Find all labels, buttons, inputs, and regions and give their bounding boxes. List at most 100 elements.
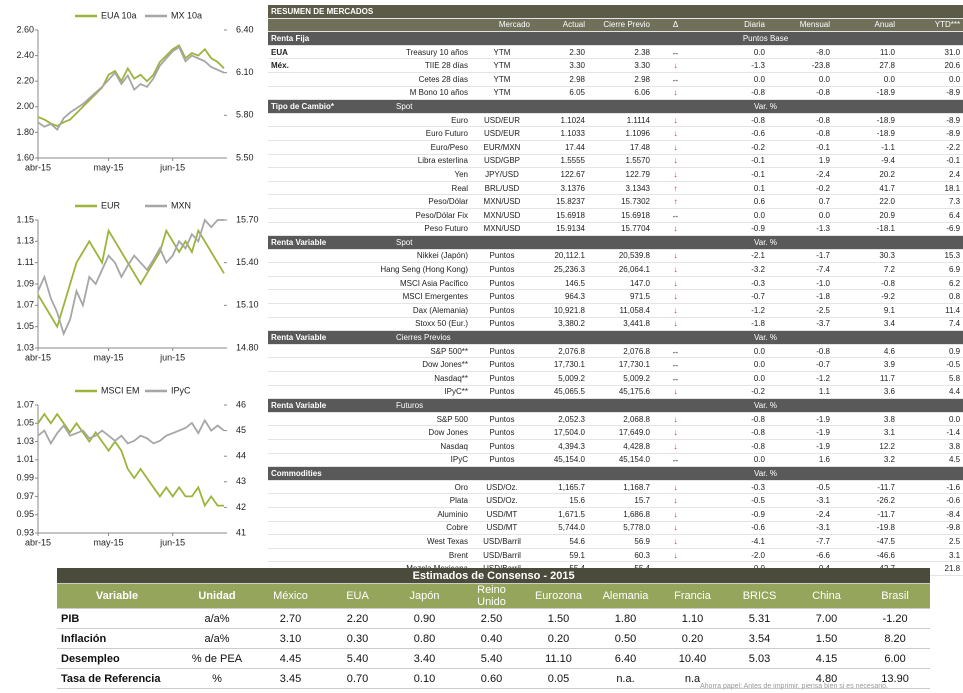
data-row: Aluminio USD/MT 1,671.5 1,686.8 ↓ -0.9 -2.4 -11… bbox=[268, 507, 963, 522]
y2-tick-label: 15.40 bbox=[236, 257, 259, 267]
cell: 3.30 bbox=[588, 58, 653, 73]
x-tick-label: may-15 bbox=[94, 352, 124, 362]
cell bbox=[268, 357, 326, 373]
cell: 6.05 bbox=[533, 86, 588, 101]
cell: 4.15 bbox=[793, 648, 860, 669]
cell: Plata bbox=[326, 493, 471, 508]
cell bbox=[268, 480, 326, 495]
cell: n.a bbox=[659, 668, 726, 689]
cell: 12.2 bbox=[833, 439, 898, 454]
cell: EUA bbox=[268, 45, 326, 60]
cell: 0.0 bbox=[768, 72, 833, 87]
header-row: Variable Unidad México EUA Japón Reino Unido E… bbox=[57, 583, 931, 609]
cell: 146.5 bbox=[533, 276, 588, 291]
cell: -0.8 bbox=[768, 113, 833, 128]
cell: -1.6 bbox=[898, 480, 963, 495]
cell: 41.7 bbox=[833, 181, 898, 196]
cell: 9.1 bbox=[833, 303, 898, 318]
cell: 4,428.8 bbox=[588, 439, 653, 454]
cell: -0.7 bbox=[698, 289, 768, 305]
cell: YTM bbox=[471, 58, 533, 73]
y2-tick-label: 5.50 bbox=[236, 152, 254, 162]
cell: Euro Futuro bbox=[326, 126, 471, 141]
x-tick-label: jun-15 bbox=[159, 537, 185, 547]
trend-arrow: ↓ bbox=[653, 521, 698, 536]
y-tick-label: 0.99 bbox=[16, 473, 34, 483]
cell: -0.3 bbox=[698, 480, 768, 495]
data-row: Hang Seng (Hong Kong) Puntos 25,236.3 26,06… bbox=[268, 262, 963, 277]
cell: Euro bbox=[326, 113, 471, 128]
series-line bbox=[37, 412, 224, 508]
cell: 59.1 bbox=[533, 548, 588, 563]
market-table: RESUMEN DE MERCADOS Mercado Actual Cierre P… bbox=[268, 5, 963, 576]
data-row: West Texas USD/Barril 54.6 56.9 ↓ -4.1 -7.7 -47… bbox=[268, 534, 963, 549]
cell: 17,649.0 bbox=[588, 425, 653, 440]
cell: -2.4 bbox=[768, 507, 833, 522]
cell: -8.9 bbox=[898, 86, 963, 101]
column-header: Anual bbox=[833, 18, 898, 33]
trend-arrow: ↓ bbox=[653, 439, 698, 454]
cell: 4.6 bbox=[833, 344, 898, 359]
cell: -0.6 bbox=[898, 493, 963, 508]
cell: -0.8 bbox=[768, 126, 833, 141]
cell: 0.0 bbox=[698, 208, 768, 223]
cell: -1.9 bbox=[768, 425, 833, 440]
series-line bbox=[37, 218, 224, 337]
cell: 0.50 bbox=[592, 628, 659, 649]
cell: 1.1 bbox=[768, 385, 833, 400]
cell: 4.4 bbox=[898, 385, 963, 400]
cell: 20.6 bbox=[898, 58, 963, 73]
cell: YTM bbox=[471, 45, 533, 60]
y2-tick-label: 44 bbox=[236, 451, 246, 461]
cell: Hang Seng (Hong Kong) bbox=[326, 262, 471, 277]
cell: 5.8 bbox=[898, 371, 963, 386]
cell: -4.1 bbox=[698, 534, 768, 549]
legend-label: MX 10a bbox=[171, 10, 202, 20]
data-row: Stoxx 50 (Eur.) Puntos 3,380.2 3,441.8 ↓ -1.8… bbox=[268, 317, 963, 332]
data-row: Oro USD/Oz. 1,165.7 1,168.7 ↓ -0.3 -0.5 -11.7 -1… bbox=[268, 480, 963, 495]
cell: Aluminio bbox=[326, 507, 471, 522]
cell: 6.4 bbox=[898, 208, 963, 223]
cell: 10.40 bbox=[659, 648, 726, 669]
x-tick-label: may-15 bbox=[94, 537, 124, 547]
cell: -0.6 bbox=[698, 126, 768, 141]
cell: Puntos bbox=[471, 439, 533, 454]
title-row: RESUMEN DE MERCADOS bbox=[268, 5, 963, 19]
y-tick-label: 1.03 bbox=[16, 436, 34, 446]
cell: 1,168.7 bbox=[588, 480, 653, 495]
cell: 26,064.1 bbox=[588, 262, 653, 277]
cell: 15.9134 bbox=[533, 222, 588, 237]
cell: -0.8 bbox=[698, 439, 768, 454]
cell: 13.90 bbox=[860, 668, 931, 689]
trend-arrow: ↔ bbox=[653, 45, 698, 60]
cell: 2,076.8 bbox=[588, 344, 653, 359]
series-line bbox=[37, 44, 225, 128]
cell: MXN/USD bbox=[471, 194, 533, 209]
cell: EUR/MXN bbox=[471, 140, 533, 155]
cell: -2.5 bbox=[768, 303, 833, 318]
column-header: Mensual bbox=[768, 18, 833, 33]
y-tick-label: 1.11 bbox=[17, 257, 34, 267]
trend-arrow: ↔ bbox=[653, 357, 698, 373]
section-basis: Var. % bbox=[698, 466, 833, 481]
y-tick-label: 2.00 bbox=[16, 101, 34, 111]
cell: 2.5 bbox=[898, 534, 963, 549]
cell: 15.6 bbox=[533, 493, 588, 508]
cell: Peso Futuro bbox=[326, 222, 471, 237]
y-tick-label: 2.60 bbox=[16, 24, 34, 34]
cell: 2.98 bbox=[533, 72, 588, 87]
cell: -8.0 bbox=[768, 45, 833, 60]
y2-tick-label: 42 bbox=[236, 502, 246, 512]
cell bbox=[268, 534, 326, 549]
x-tick-label: abr-15 bbox=[25, 162, 51, 172]
column-header: Francia bbox=[659, 583, 726, 609]
data-row: IPyC Puntos 45,154.0 45,154.0 ↔ 0.0 1.6 3.2 4.5 bbox=[268, 453, 963, 468]
cell: 0.30 bbox=[324, 628, 391, 649]
column-header: Diaria bbox=[698, 18, 768, 33]
y2-tick-label: 46 bbox=[236, 399, 246, 409]
cell: -1.3 bbox=[698, 58, 768, 73]
cell: S&P 500** bbox=[326, 344, 471, 359]
column-header: Alemania bbox=[592, 583, 659, 609]
cell: 3.4 bbox=[833, 317, 898, 332]
cell: -0.8 bbox=[833, 276, 898, 291]
